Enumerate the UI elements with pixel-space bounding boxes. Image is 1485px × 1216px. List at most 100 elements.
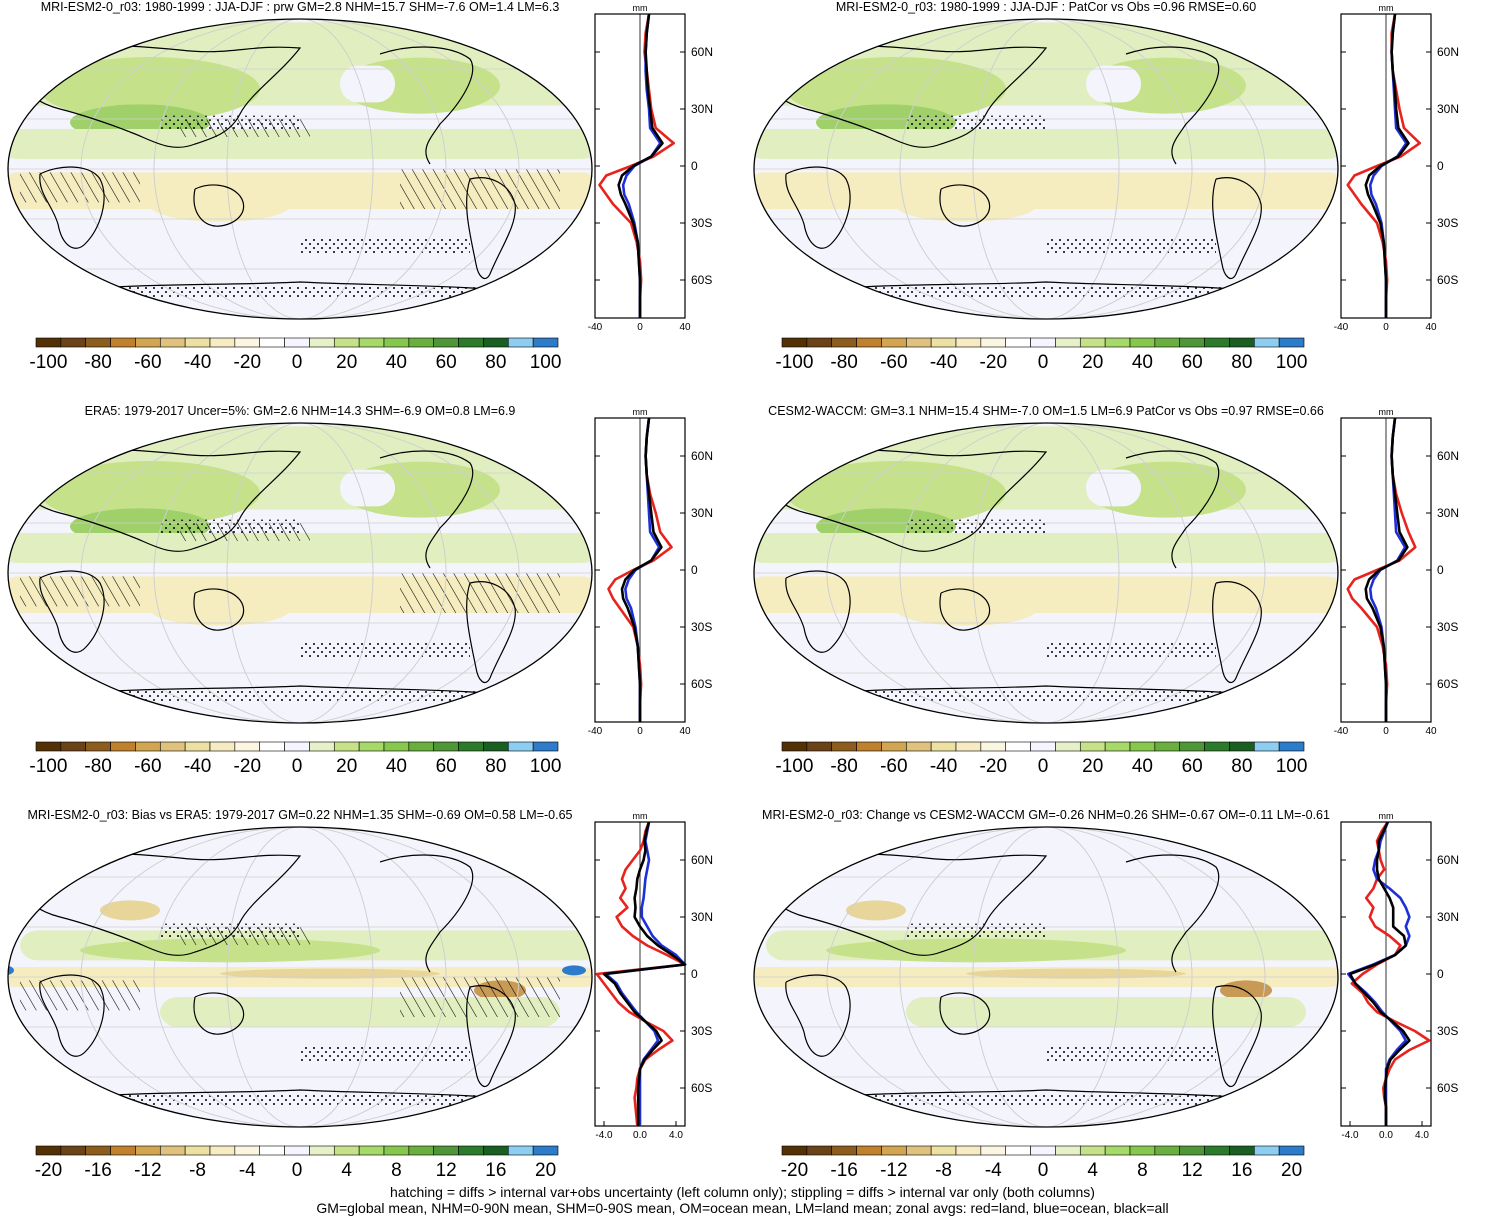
longitude-gridline bbox=[826, 827, 1266, 1127]
colorbar-swatch bbox=[1055, 1145, 1081, 1156]
coastline-africa bbox=[785, 570, 851, 653]
colorbar-swatch bbox=[184, 1145, 211, 1156]
colorbar-tick-label: -8 bbox=[189, 1160, 206, 1181]
longitude-gridline bbox=[80, 19, 520, 319]
stippling bbox=[60, 1093, 520, 1106]
colorbar-swatch bbox=[1104, 741, 1131, 752]
colorbar-swatch bbox=[831, 337, 857, 348]
x-tick-label: 0.0 bbox=[1379, 1130, 1393, 1141]
colorbar-swatch bbox=[507, 1145, 534, 1156]
colorbar-swatch bbox=[60, 337, 87, 348]
colorbar-swatch bbox=[35, 337, 62, 348]
lat-tick-label: 60N bbox=[691, 853, 713, 867]
colorbar-swatch bbox=[1005, 337, 1031, 348]
map-outline bbox=[753, 422, 1339, 724]
colorbar-swatch bbox=[930, 337, 957, 348]
zonal-mean-plot: mm 60N 30N 0 30S 60S -4.0 0.0 4.0 bbox=[1340, 811, 1459, 1141]
map-field bbox=[754, 19, 1338, 319]
colorbar-swatch bbox=[1229, 1145, 1255, 1156]
field-blob bbox=[786, 461, 1006, 525]
colorbar-tick-label: -100 bbox=[775, 756, 813, 777]
stippling bbox=[300, 643, 470, 657]
colorbar-swatch bbox=[408, 337, 435, 348]
map bbox=[753, 422, 1339, 724]
series-all bbox=[1364, 13, 1410, 318]
colorbar-swatch bbox=[483, 741, 509, 752]
longitude-gridline bbox=[826, 423, 1266, 723]
colorbar-swatch bbox=[980, 337, 1007, 348]
colorbar-swatch bbox=[433, 337, 459, 348]
coastline-south-america bbox=[466, 985, 516, 1087]
lat-tick-label: 0 bbox=[691, 967, 698, 981]
colorbar-swatch bbox=[333, 741, 360, 752]
colorbar-swatch bbox=[806, 1145, 833, 1156]
stippling bbox=[806, 285, 1266, 298]
coastline-africa bbox=[39, 570, 105, 653]
panel-title: MRI-ESM2-0_r03: Change vs CESM2-WACCM GM… bbox=[762, 808, 1330, 822]
field-blob bbox=[40, 57, 260, 121]
colorbar-swatch bbox=[1129, 337, 1156, 348]
colorbar-tick-label: 12 bbox=[436, 1160, 457, 1181]
field-blob bbox=[896, 189, 1036, 222]
lat-tick-label: 60S bbox=[1437, 1081, 1458, 1095]
colorbar-swatch bbox=[358, 1145, 385, 1156]
longitude-gridline bbox=[226, 19, 374, 319]
colorbar-swatch bbox=[1154, 741, 1181, 752]
coastline-africa bbox=[39, 974, 105, 1057]
series-all bbox=[1348, 821, 1411, 1126]
coastline-south-america bbox=[1212, 581, 1262, 683]
colorbar-swatch bbox=[1179, 1145, 1205, 1156]
longitude-gridline bbox=[826, 19, 1266, 319]
colorbar-tick-label: 40 bbox=[386, 352, 407, 373]
colorbar-swatch bbox=[1079, 1145, 1106, 1156]
longitude-gridline bbox=[899, 423, 1193, 723]
x-tick-label: -4.0 bbox=[595, 1130, 613, 1141]
colorbar-swatch bbox=[955, 337, 982, 348]
hatching bbox=[20, 980, 140, 1011]
lat-tick-label: 30S bbox=[1437, 1024, 1458, 1038]
colorbar-swatch bbox=[1104, 1145, 1131, 1156]
colorbar-swatch bbox=[881, 337, 907, 348]
longitude-gridline bbox=[153, 19, 447, 319]
colorbar-tick-label: 16 bbox=[1231, 1160, 1252, 1181]
colorbar-tick-label: 8 bbox=[1137, 1160, 1148, 1181]
colorbar-swatch bbox=[905, 1145, 932, 1156]
zonal-unit-label: mm bbox=[633, 3, 648, 13]
colorbar-swatch bbox=[1229, 337, 1255, 348]
colorbar-tick-label: 60 bbox=[436, 756, 457, 777]
lat-tick-label: 60N bbox=[691, 45, 713, 59]
colorbar-swatch bbox=[433, 1145, 459, 1156]
lat-tick-label: 30S bbox=[1437, 620, 1458, 634]
lat-tick-label: 30S bbox=[691, 1024, 712, 1038]
longitude-gridline bbox=[80, 423, 520, 723]
colorbar-swatch bbox=[483, 1145, 509, 1156]
lat-tick-label: 60N bbox=[691, 449, 713, 463]
colorbar-swatch bbox=[1204, 1145, 1230, 1156]
colorbar-tick-label: 20 bbox=[1281, 1160, 1302, 1181]
lat-tick-label: 60S bbox=[691, 677, 712, 691]
colorbar-swatch bbox=[1030, 1145, 1056, 1156]
x-tick-label: -40 bbox=[1334, 726, 1349, 737]
zonal-unit-label: mm bbox=[1379, 407, 1394, 417]
colorbar-swatch bbox=[507, 337, 534, 348]
zonal-mean-plot: mm 60N 30N 0 30S 60S -40 0 40 bbox=[588, 407, 713, 737]
colorbar-swatch bbox=[1005, 741, 1031, 752]
colorbar-swatch bbox=[781, 337, 808, 348]
field-band bbox=[8, 129, 592, 159]
panel-1: MRI-ESM2-0_r03: 1980-1999 : JJA-DJF : pr… bbox=[0, 0, 742, 405]
lat-tick-label: 30N bbox=[1437, 910, 1459, 924]
colorbar-tick-label: -20 bbox=[980, 352, 1007, 373]
colorbar-tick-label: -20 bbox=[980, 756, 1007, 777]
colorbar-swatch bbox=[532, 1145, 559, 1156]
zonal-mean-plot: mm 60N 30N 0 30S 60S -40 0 40 bbox=[1334, 407, 1459, 737]
field-blob bbox=[966, 968, 1186, 979]
colorbar-tick-label: 20 bbox=[336, 352, 357, 373]
colorbar-swatch bbox=[408, 1145, 435, 1156]
series-all bbox=[620, 417, 663, 722]
colorbar-swatch bbox=[60, 741, 87, 752]
colorbar-swatch bbox=[856, 1145, 882, 1156]
colorbar-swatch bbox=[458, 337, 484, 348]
colorbar-swatch bbox=[333, 1145, 360, 1156]
colorbar-tick-label: 0 bbox=[1038, 756, 1049, 777]
colorbar-swatch bbox=[433, 741, 459, 752]
